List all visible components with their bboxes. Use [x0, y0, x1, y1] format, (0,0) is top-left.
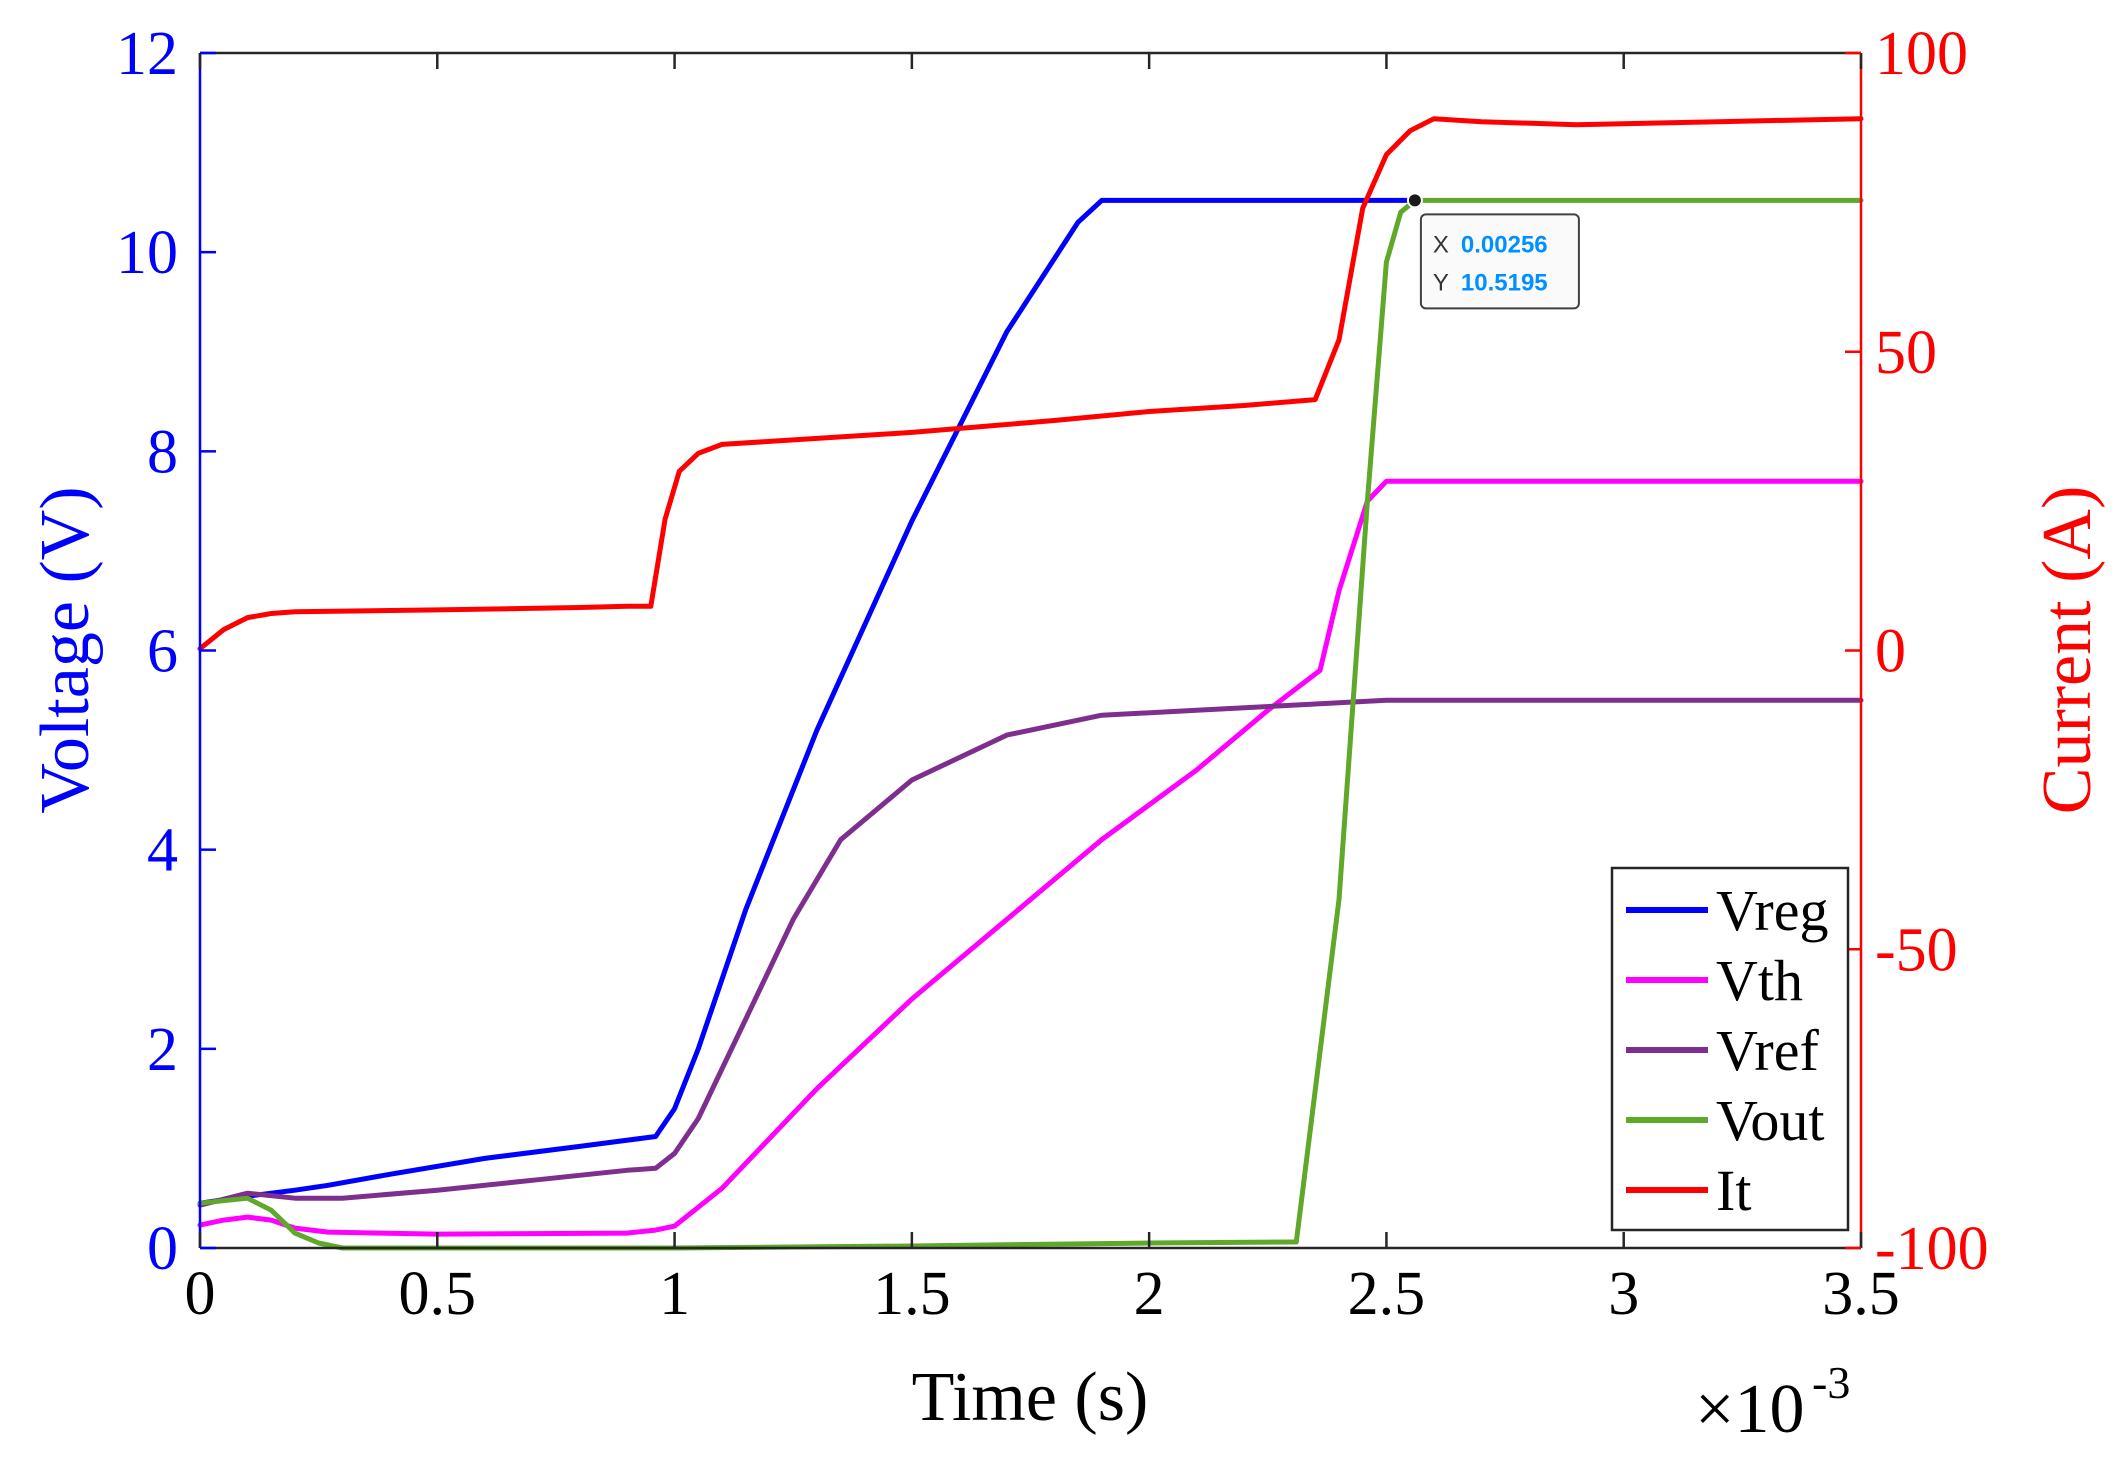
y-tick-label-left: 2: [147, 1016, 178, 1084]
y-tick-label-left: 6: [147, 618, 178, 686]
y-tick-label-left: 4: [147, 817, 178, 885]
y-tick-label-left: 10: [116, 219, 178, 287]
datatip-marker[interactable]: [1406, 192, 1423, 209]
x-tick-label: 0.5: [399, 1260, 477, 1328]
plot-area: [200, 53, 1861, 1248]
series-line-vreg: [197, 197, 1418, 1206]
y-tick-label-right: -50: [1875, 916, 1958, 984]
datatip-box: [1419, 213, 1580, 310]
x-tick-label: 1.5: [873, 1260, 951, 1328]
ticks-layer: 0 0.5 1 1.5 2 2.5 3 3.5 0 2 4 6 8 10 12 -100 -50 0 50 100: [116, 20, 1989, 1328]
datatip-y-value: 10.5195: [1461, 269, 1548, 296]
x-tick-label: 1: [659, 1260, 690, 1328]
legend-label-vth: Vth: [1716, 948, 1803, 1013]
x-tick-label: 3.5: [1822, 1260, 1900, 1328]
legend-label-vreg: Vreg: [1716, 878, 1828, 943]
y-tick-label-right: 100: [1875, 20, 1968, 88]
y-tick-label-right: -100: [1875, 1215, 1989, 1283]
x-axis-label: Time (s): [912, 1359, 1149, 1436]
x-exponent-power: -3: [1812, 1357, 1850, 1408]
y-tick-label-right: 50: [1875, 319, 1937, 387]
y-axis-label-left: Voltage (V): [27, 486, 104, 813]
datatip-x-value: 0.00256: [1461, 231, 1548, 258]
y-tick-label-left: 0: [147, 1215, 178, 1283]
y-tick-label-left: 12: [116, 20, 178, 88]
x-tick-label: 2.5: [1348, 1260, 1426, 1328]
y-tick-label-left: 8: [147, 418, 178, 486]
x-exponent: ×10 -3: [1695, 1357, 1850, 1448]
x-tick-label: 2: [1134, 1260, 1165, 1328]
x-tick-label: 3: [1608, 1260, 1639, 1328]
legend-label-vref: Vref: [1716, 1018, 1819, 1083]
legend-label-vout: Vout: [1716, 1088, 1825, 1153]
labels-layer: Time (s) Voltage (V) Current (A) ×10 -3: [27, 486, 2106, 1448]
series-line-vref: [197, 697, 1864, 1208]
datatip-y-key: Y: [1433, 269, 1449, 296]
x-tick-label: 0: [185, 1260, 216, 1328]
y-tick-label-right: 0: [1875, 618, 1906, 686]
series-line-it: [197, 116, 1864, 652]
x-exponent-base: ×10: [1695, 1371, 1804, 1448]
datatip: X 0.00256 Y 10.5195: [1406, 192, 1580, 310]
y-axis-label-right: Current (A): [2029, 486, 2106, 815]
datatip-x-key: X: [1433, 231, 1449, 258]
legend-label-it: It: [1716, 1158, 1751, 1223]
